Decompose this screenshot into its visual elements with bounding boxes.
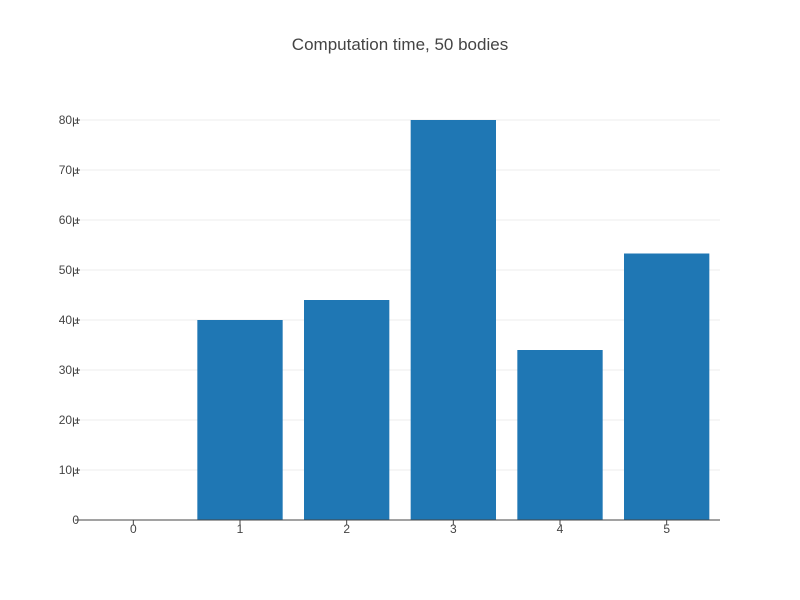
x-tick-label: 2 (343, 522, 350, 536)
bar-1 (197, 320, 283, 520)
y-axis-ticks: 0 10µ 20µ 30µ 40µ 50µ 60µ 70µ 80µ (59, 113, 80, 527)
bar-5 (624, 253, 710, 520)
bar-3 (410, 120, 496, 520)
x-tick-label: 3 (450, 522, 457, 536)
y-tick-label: 30µ (59, 363, 79, 377)
x-tick-label: 4 (557, 522, 564, 536)
bar-2 (304, 300, 390, 520)
gridlines (80, 119, 720, 471)
y-tick-label: 70µ (59, 163, 79, 177)
y-tick-label: 40µ (59, 313, 79, 327)
y-tick-label: 50µ (59, 263, 79, 277)
bar-4 (517, 350, 603, 520)
chart-title: Computation time, 50 bodies (292, 35, 508, 54)
x-tick-label: 5 (663, 522, 670, 536)
x-tick-label: 0 (130, 522, 137, 536)
bars (197, 120, 710, 520)
x-axis-ticks: 0 1 2 3 4 5 (130, 520, 670, 536)
x-tick-label: 1 (237, 522, 244, 536)
y-tick-label: 20µ (59, 413, 79, 427)
y-tick-label: 60µ (59, 213, 79, 227)
y-tick-label: 80µ (59, 113, 79, 127)
y-tick-label: 0 (72, 513, 79, 527)
y-tick-label: 10µ (59, 463, 79, 477)
